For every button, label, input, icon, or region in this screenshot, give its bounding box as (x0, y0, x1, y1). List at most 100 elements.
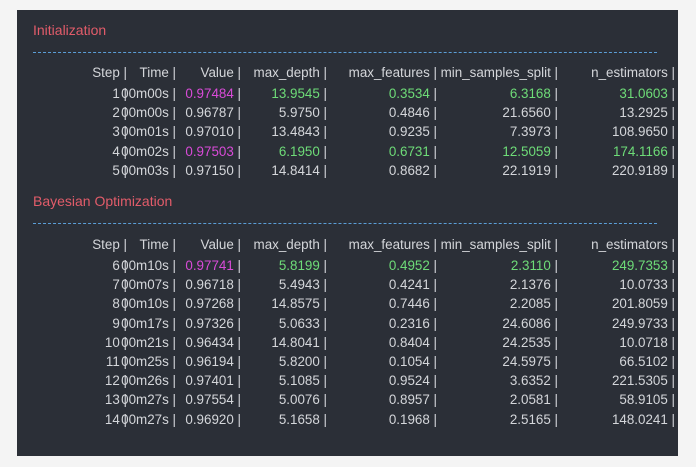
console-output: Initialization Step | Time | Value | max… (17, 10, 678, 456)
column-separator: | (550, 392, 558, 408)
cell-min-samples-split: 24.6086 | (502, 314, 558, 333)
cell-n-estimators-text: 249.9733 (611, 315, 668, 331)
separator-line (33, 52, 657, 53)
cell-n-estimators-text: 201.8059 (611, 296, 668, 312)
cell-step: 6 | (112, 256, 127, 275)
column-separator: | (667, 354, 675, 369)
table-row: 9 | 00m17s | 0.97326 | 5.0633 | 0.2316 | 24.6… (17, 314, 678, 333)
column-separator: | (319, 315, 327, 331)
cell-max-depth: 5.8200 | (279, 352, 327, 371)
column-separator: | (119, 162, 127, 178)
cell-value: 0.96194 | (185, 352, 241, 371)
column-separator: | (429, 354, 437, 369)
cell-time: 00m00s | (121, 84, 176, 103)
column-separator: | (550, 411, 558, 427)
cell-step-text: 3 (112, 124, 120, 140)
cell-max-depth: 5.4943 | (279, 275, 327, 294)
separator-line (33, 223, 657, 224)
cell-value: 0.97503 | (185, 142, 241, 161)
column-separator: | (550, 162, 558, 178)
column-separator: | (119, 411, 127, 427)
column-separator: | (550, 277, 558, 293)
cell-n-estimators-text: 174.1166 (612, 143, 668, 159)
cell-n-estimators: 148.0241 | (612, 410, 675, 429)
column-separator: | (233, 392, 241, 408)
cell-max-depth-text: 5.8200 (278, 354, 320, 369)
cell-n-estimators: 66.5102 | (619, 352, 675, 371)
section-title-initialization: Initialization (33, 22, 107, 38)
cell-value-text: 0.96787 (185, 105, 234, 121)
cell-n-estimators-text: 66.5102 (619, 354, 668, 369)
header-min-samples-split: min_samples_split | (440, 237, 558, 252)
column-separator: | (168, 411, 176, 427)
cell-step-text: 2 (112, 105, 120, 121)
cell-max-features-text: 0.4952 (388, 258, 430, 273)
column-separator: | (667, 143, 675, 159)
column-separator: | (168, 334, 176, 350)
table-row: 11 | 00m25s | 0.96194 | 5.8200 | 0.1054 | 24.… (17, 352, 678, 371)
column-separator: | (168, 373, 176, 389)
cell-time-text: 00m21s (121, 334, 169, 350)
cell-value: 0.96920 | (185, 410, 241, 429)
cell-step-text: 5 (112, 162, 120, 178)
header-time: Time | (139, 65, 176, 80)
column-separator: | (119, 392, 127, 408)
column-separator: | (667, 411, 675, 427)
cell-value: 0.96434 | (185, 333, 241, 352)
cell-time-text: 00m01s (121, 124, 169, 140)
column-separator: | (233, 277, 241, 293)
cell-n-estimators: 249.7353 | (612, 256, 675, 275)
cell-time: 00m21s | (121, 333, 176, 352)
column-separator: | (168, 86, 176, 101)
column-separator: | (319, 354, 327, 369)
table-row: 8 | 00m10s | 0.97268 | 14.8575 | 0.7446 | 2.2… (17, 294, 678, 313)
cell-time-text: 00m25s (121, 354, 169, 369)
cell-min-samples-split-text: 22.1919 (502, 162, 551, 178)
column-separator: | (667, 105, 675, 121)
cell-min-samples-split: 24.2535 | (502, 333, 558, 352)
column-separator: | (233, 124, 241, 140)
cell-step-text: 6 (112, 258, 120, 273)
cell-max-depth: 5.8199 | (279, 256, 327, 275)
cell-step: 7 | (112, 275, 127, 294)
column-separator: | (168, 143, 176, 159)
column-separator: | (667, 124, 675, 140)
cell-value-text: 0.97741 (185, 258, 234, 273)
table-row: 1 | 00m00s | 0.97484 | 13.9545 | 0.3534 | 6.3… (17, 84, 678, 103)
header-step: Step | (92, 65, 127, 80)
cell-value: 0.97150 | (185, 161, 241, 180)
cell-max-depth: 5.0633 | (279, 314, 327, 333)
cell-step-text: 14 (104, 411, 120, 427)
cell-max-depth: 6.1950 | (279, 142, 327, 161)
cell-n-estimators: 249.9733 | (612, 314, 675, 333)
cell-value-text: 0.97503 (185, 143, 234, 159)
cell-max-features-text: 0.4846 (388, 105, 430, 121)
column-separator: | (550, 334, 558, 350)
column-separator: | (233, 296, 241, 312)
cell-max-features: 0.8682 | (389, 161, 437, 180)
cell-max-depth: 13.4843 | (271, 122, 327, 141)
column-separator: | (119, 86, 127, 101)
table-row: 14 | 00m27s | 0.96920 | 5.1658 | 0.1968 | 2.5… (17, 410, 678, 429)
cell-min-samples-split-text: 12.5059 (502, 143, 551, 159)
column-separator: | (119, 373, 127, 389)
cell-value-text: 0.97268 (185, 296, 234, 312)
cell-step: 14 | (105, 410, 127, 429)
cell-min-samples-split: 24.5975 | (502, 352, 558, 371)
cell-max-features: 0.8404 | (389, 333, 437, 352)
cell-value-text: 0.96718 (185, 277, 234, 293)
column-separator: | (319, 277, 327, 293)
cell-max-depth-text: 5.0633 (278, 315, 320, 331)
table-row: 10 | 00m21s | 0.96434 | 14.8041 | 0.8404 | 24… (17, 333, 678, 352)
cell-step: 8 | (112, 294, 127, 313)
cell-time-text: 00m00s (121, 105, 169, 121)
column-separator: | (233, 86, 241, 101)
column-separator: | (168, 162, 176, 178)
column-separator: | (550, 105, 558, 121)
cell-max-depth: 13.9545 | (271, 84, 327, 103)
cell-value: 0.97484 | (185, 84, 241, 103)
cell-n-estimators: 108.9650 | (612, 122, 675, 141)
column-separator: | (667, 296, 675, 312)
column-separator: | (119, 277, 127, 293)
cell-n-estimators: 13.2925 | (619, 103, 675, 122)
